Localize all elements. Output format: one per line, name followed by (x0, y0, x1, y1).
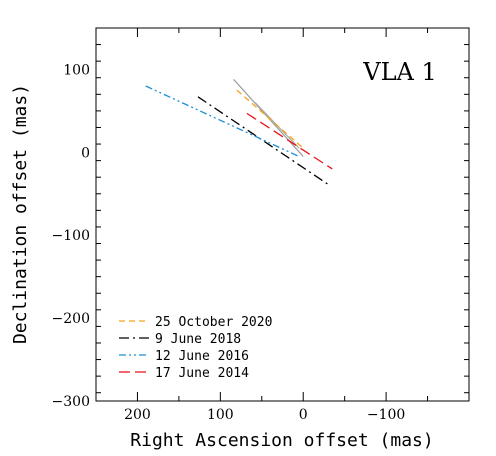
series-line-3 (145, 85, 300, 158)
y-tick-label: 100 (63, 62, 90, 78)
series-line-1 (236, 89, 304, 149)
series-line-2 (197, 96, 331, 187)
data-lines (145, 78, 333, 187)
panel-title: VLA 1 (362, 58, 437, 86)
y-tick-label: −300 (52, 394, 90, 410)
y-tick-label: −200 (52, 311, 90, 327)
legend-label-1: 25 October 2020 (155, 315, 272, 330)
legend-label-3: 12 June 2016 (155, 349, 249, 364)
y-axis-label: Declination offset (mas) (10, 84, 31, 344)
legend: 25 October 2020 9 June 2018 12 June 2016 17… (119, 315, 272, 381)
x-tick-label: 200 (124, 407, 151, 423)
x-tick-labels: 200 100 0 −100 (124, 407, 405, 423)
y-tick-labels: 100 0 −100 −200 −300 (52, 62, 90, 410)
series-line-4 (246, 112, 333, 170)
legend-label-2: 9 June 2018 (155, 332, 241, 347)
x-tick-label: 100 (207, 407, 234, 423)
ticks (96, 27, 469, 401)
y-tick-label: 0 (81, 145, 90, 161)
x-tick-label: 0 (299, 407, 308, 423)
y-tick-label: −100 (52, 228, 90, 244)
legend-label-4: 17 June 2014 (155, 366, 249, 381)
x-axis-label: Right Ascension offset (mas) (130, 430, 433, 451)
plot-frame (95, 27, 470, 402)
x-tick-label: −100 (367, 407, 405, 423)
